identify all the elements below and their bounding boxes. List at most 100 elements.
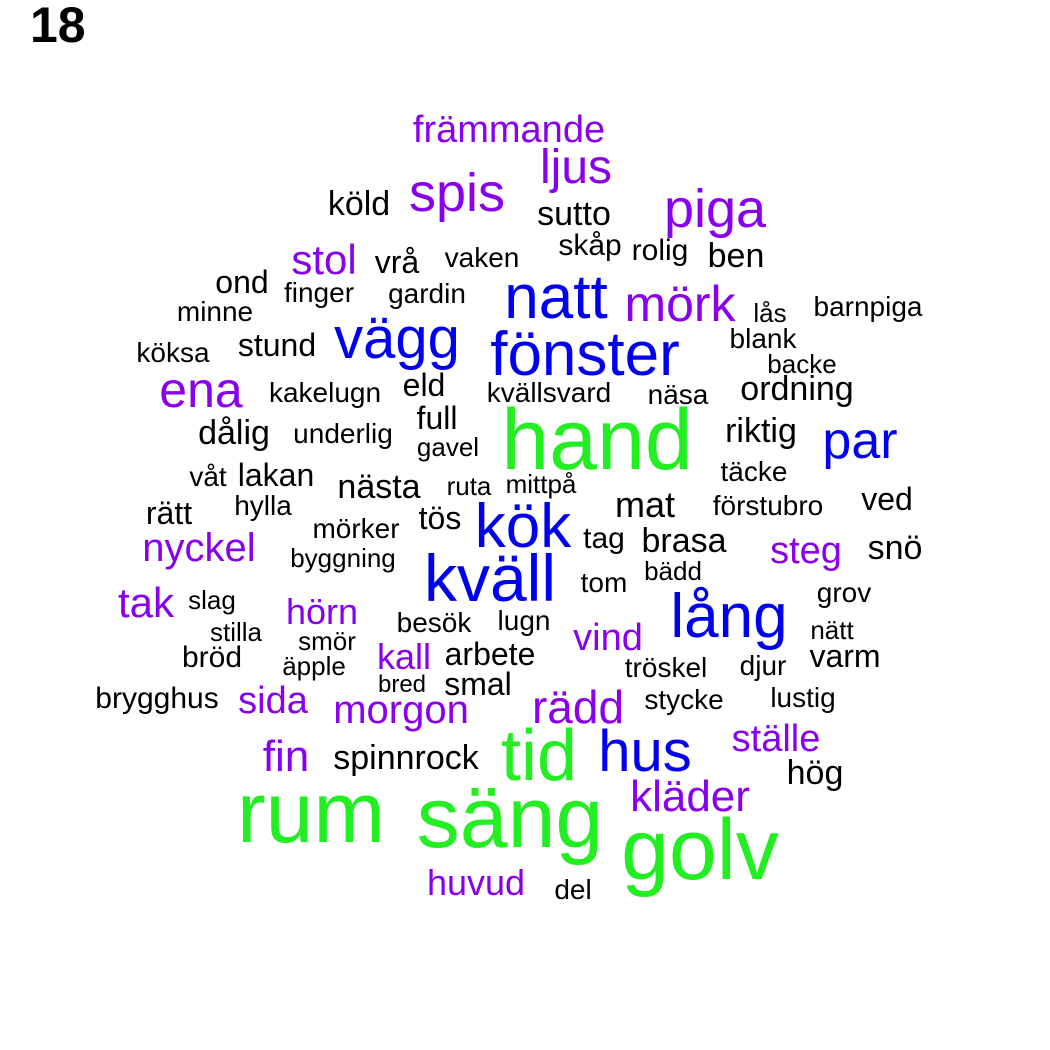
word-42: gardin [388,278,466,309]
word-10: hus [598,719,692,784]
word-1: säng [416,770,604,866]
word-23: hörn [285,591,359,632]
word-16: piga [663,179,767,239]
word-63: nästa [337,468,421,506]
word-71: tös [418,500,462,536]
word-8: kök [474,492,572,561]
word-29: ställe [731,718,821,760]
word-25: kall [376,636,432,677]
word-61: lakan [237,457,315,493]
word-17: stol [291,236,357,283]
word-43: minne [176,296,254,327]
word-67: hylla [234,490,292,521]
word-21: steg [770,530,842,572]
word-3: hand [501,392,693,488]
word-20: nyckel [142,526,256,570]
word-0: rum [236,765,386,861]
word-88: varm [809,638,881,674]
word-47: blank [729,323,797,354]
word-32: huvud [426,862,526,903]
word-76: byggning [290,543,396,573]
word-66: ved [861,481,913,517]
word-80: slag [188,585,236,615]
word-96: lustig [770,682,836,713]
word-15: spis [408,163,506,223]
word-99: del [554,874,592,905]
word-55: full [416,400,458,436]
word-49: backe [767,349,837,379]
word-14: ljus [539,141,613,194]
word-28: rädd [531,681,625,733]
word-69: mat [614,484,676,525]
word-37: ben [707,237,765,275]
word-27: morgon [333,688,469,732]
word-75: snö [867,529,923,567]
word-9: lång [670,582,788,651]
word-53: näsa [647,379,709,410]
word-26: sida [238,680,308,722]
word-40: ond [215,264,269,300]
word-84: nätt [810,615,854,645]
word-45: barnpiga [813,291,923,322]
word-35: skåp [558,229,622,262]
word-30: fin [262,732,310,781]
word-95: stycke [644,684,724,715]
word-79: grov [816,577,872,608]
word-97: spinnrock [333,739,479,777]
word-18: mörk [624,276,736,332]
page-number: 18 [30,0,86,53]
word-51: kakelugn [268,377,382,408]
word-60: våt [189,461,227,492]
word-78: tom [580,567,628,598]
word-82: lugn [497,605,551,636]
word-70: förstubro [712,490,824,521]
word-5: fönster [490,320,680,389]
word-62: täcke [720,456,788,487]
word-4: tid [500,716,578,796]
word-57: underlig [293,418,393,449]
word-74: brasa [641,522,727,560]
word-19: ena [159,362,243,418]
word-77: bädd [644,556,702,586]
word-58: riktig [725,412,797,450]
word-92: bred [377,671,427,698]
word-72: mörker [312,513,400,544]
word-48: köksa [136,337,210,368]
word-11: vägg [334,306,460,371]
word-68: rätt [145,495,193,531]
word-7: kväll [423,541,557,615]
word-2: golv [621,802,779,898]
word-87: arbete [444,636,536,672]
word-85: smör [298,626,356,656]
word-86: bröd [181,641,243,674]
word-52: kvällsvard [486,377,612,408]
word-65: mittpå [505,469,577,499]
word-22: tak [117,579,175,626]
word-33: köld [327,185,391,223]
word-91: djur [739,650,787,681]
word-24: vind [573,617,643,659]
word-90: tröskel [624,652,708,683]
word-59: gavel [416,432,480,462]
word-64: ruta [446,471,492,501]
word-44: lås [753,298,787,328]
word-13: främmande [412,109,606,151]
word-54: ordning [740,370,854,408]
word-93: smal [444,666,512,702]
word-41: finger [283,277,355,308]
word-73: tag [583,522,625,555]
word-39: vaken [444,242,520,273]
word-94: brygghus [95,682,219,715]
word-81: besök [396,607,472,638]
word-31: kläder [630,772,750,821]
word-46: stund [237,327,317,363]
word-98: hög [786,754,844,792]
word-56: dålig [198,414,270,452]
word-36: rolig [631,234,689,267]
word-38: vrå [374,244,420,280]
word-6: natt [504,263,608,332]
word-89: äpple [282,651,346,681]
word-83: stilla [209,617,263,647]
word-50: eld [402,367,446,403]
